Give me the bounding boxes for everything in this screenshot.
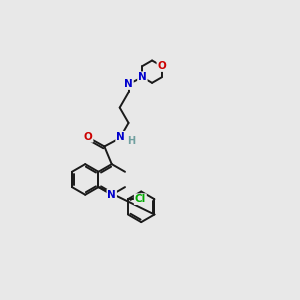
Text: O: O xyxy=(158,61,166,71)
Text: N: N xyxy=(116,132,125,142)
Text: O: O xyxy=(84,132,93,142)
Text: N: N xyxy=(138,72,147,82)
Text: Cl: Cl xyxy=(135,194,146,204)
Text: H: H xyxy=(127,136,135,146)
Text: N: N xyxy=(107,190,116,200)
Text: N: N xyxy=(124,79,133,89)
